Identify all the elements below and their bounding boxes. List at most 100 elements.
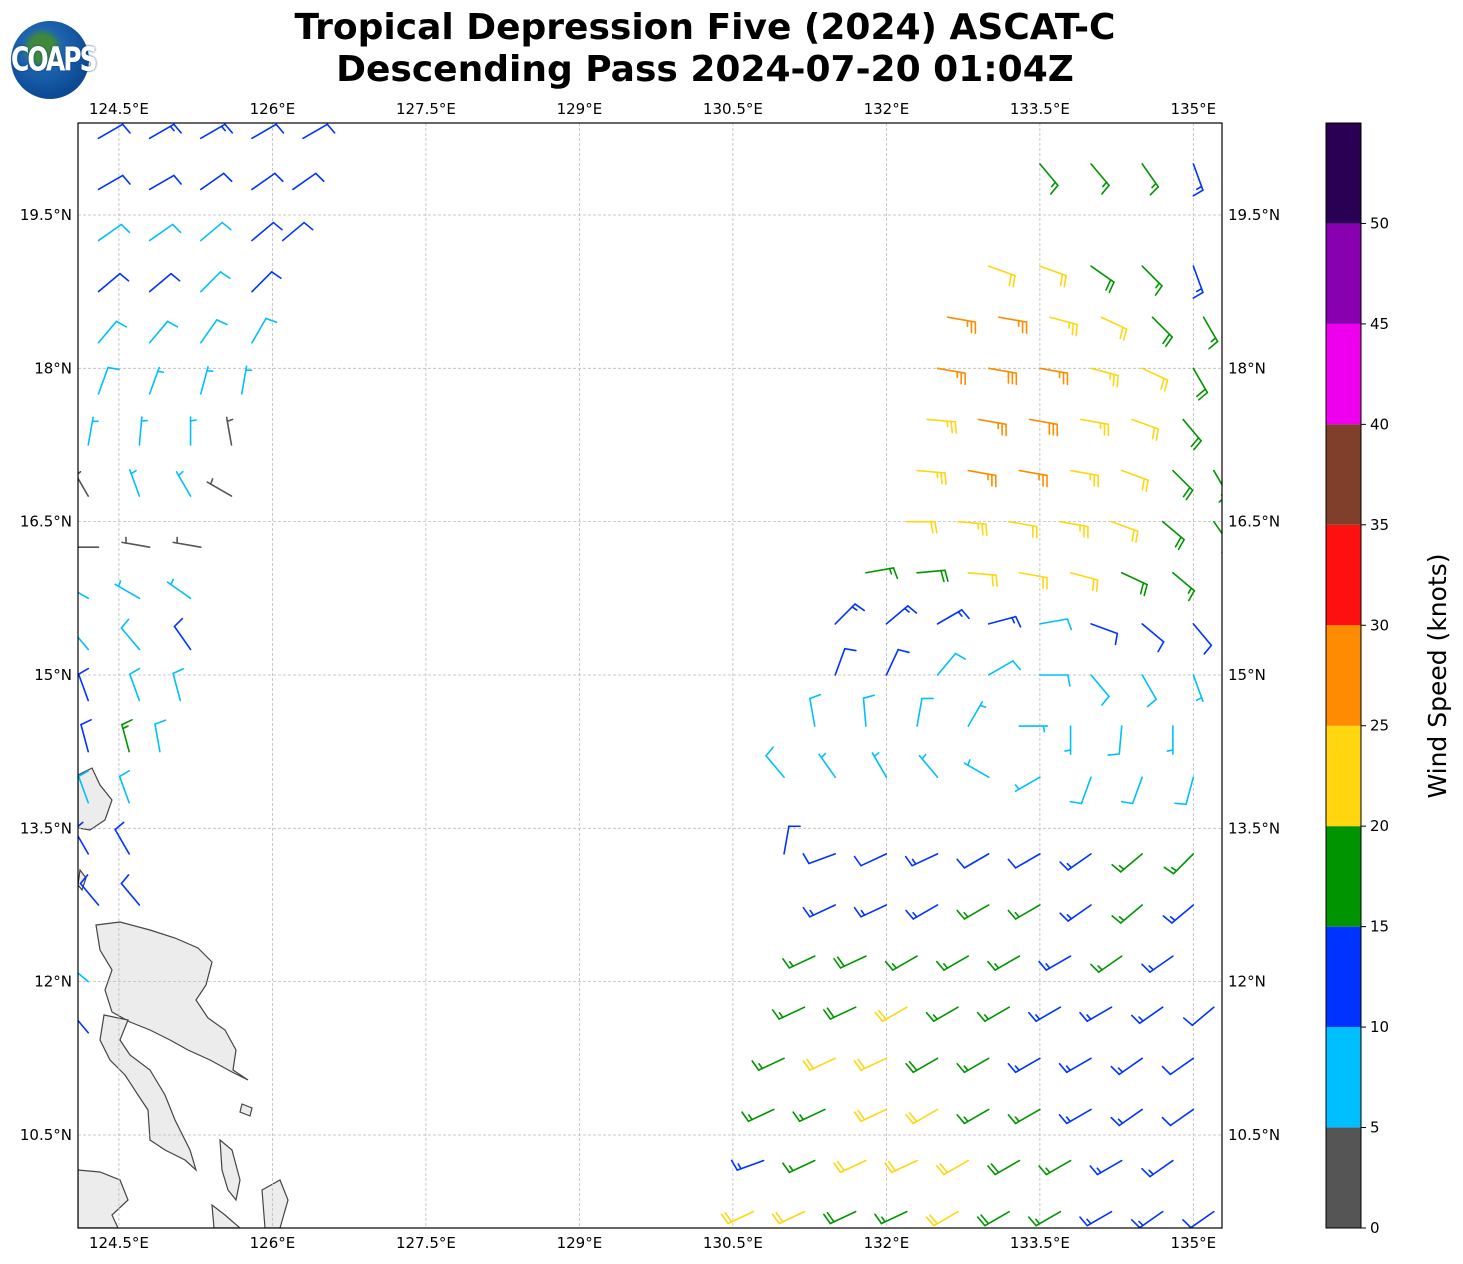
- barb-full-feather: [1155, 428, 1160, 441]
- wind-barb: [853, 1108, 888, 1123]
- wind-barb: [154, 719, 167, 753]
- barb-full-feather: [976, 1011, 986, 1023]
- wind-barb: [87, 416, 99, 446]
- barb-half-feather: [873, 752, 880, 758]
- wind-barb: [730, 1159, 765, 1171]
- barb-shaft: [173, 625, 192, 651]
- wind-barb: [1007, 904, 1041, 920]
- wind-barb: [1090, 623, 1119, 646]
- wind-barb: [1039, 163, 1059, 195]
- wind-barb: [1141, 1159, 1174, 1178]
- barb-full-feather: [78, 667, 90, 676]
- lat-tick-label-right: 12°N: [1228, 973, 1266, 991]
- barb-full-feather: [956, 1062, 966, 1074]
- barb-full-feather: [78, 770, 90, 778]
- wind-barb: [199, 366, 214, 395]
- barb-full-feather: [274, 172, 284, 183]
- barb-full-feather: [121, 174, 131, 185]
- wind-barb: [251, 172, 284, 191]
- wind-barb: [987, 955, 1021, 971]
- wind-barb: [935, 955, 970, 971]
- barb-half-feather: [903, 607, 910, 613]
- barb-shaft: [199, 271, 222, 293]
- colorbar-tick-label: 10: [1370, 1018, 1389, 1036]
- lon-tick-label-top: 129°E: [557, 100, 603, 118]
- wind-barb: [97, 320, 127, 344]
- wind-barb: [823, 1006, 857, 1020]
- wind-barb: [97, 123, 131, 140]
- barb-full-feather: [275, 123, 285, 134]
- wind-barb: [1090, 367, 1119, 388]
- colorbar-tick-label: 45: [1370, 315, 1389, 333]
- lat-tick-label-right: 18°N: [1228, 359, 1266, 377]
- barb-shaft: [1190, 1210, 1215, 1228]
- wind-barb: [1064, 725, 1072, 755]
- barb-full-feather: [1059, 273, 1064, 287]
- wind-barb: [1090, 674, 1110, 706]
- wind-barb: [148, 272, 181, 293]
- barb-shaft: [129, 673, 141, 702]
- wind-barb: [976, 1210, 1010, 1227]
- wind-barb: [1039, 674, 1071, 687]
- lon-tick-label-bottom: 130.5°E: [703, 1234, 763, 1252]
- barb-full-feather: [1145, 479, 1149, 492]
- wind-barb: [967, 469, 997, 488]
- barb-full-feather: [1196, 388, 1207, 398]
- barb-full-feather: [1059, 912, 1069, 922]
- wind-barb: [97, 366, 120, 395]
- wind-barb: [782, 955, 816, 969]
- wind-barb: [987, 367, 1018, 386]
- wind-barb: [1130, 1210, 1164, 1228]
- barb-half-feather: [1014, 1116, 1020, 1123]
- wind-barb: [1018, 571, 1048, 590]
- barb-full-feather: [934, 520, 938, 534]
- barb-full-feather: [303, 221, 314, 231]
- barb-half-feather: [1195, 287, 1203, 293]
- barb-full-feather: [1120, 800, 1134, 805]
- barb-shaft: [302, 123, 329, 140]
- wind-barb: [936, 652, 967, 676]
- wind-barb: [166, 578, 192, 600]
- barb-full-feather: [987, 960, 996, 971]
- barb-full-feather: [1101, 184, 1110, 195]
- barb-shaft: [251, 271, 273, 293]
- lat-tick-label-right: 15°N: [1228, 666, 1266, 684]
- barb-half-feather: [130, 469, 137, 475]
- barb-full-feather: [1146, 698, 1157, 708]
- barb-half-feather: [67, 581, 69, 586]
- wind-barb: [199, 319, 228, 344]
- wind-barb: [1069, 469, 1099, 488]
- barb-full-feather: [944, 569, 949, 582]
- wind-barb: [1192, 674, 1204, 703]
- wind-barb: [67, 581, 90, 600]
- barb-full-feather: [925, 1216, 935, 1227]
- barb-shaft: [1169, 1108, 1195, 1127]
- wind-barb: [97, 223, 131, 242]
- barb-shaft: [80, 723, 90, 753]
- barb-half-feather: [860, 909, 866, 916]
- barb-full-feather: [985, 523, 988, 537]
- barb-half-feather: [117, 580, 122, 588]
- barb-half-feather: [1042, 725, 1046, 733]
- barb-half-feather: [963, 911, 969, 918]
- barb-full-feather: [1069, 800, 1083, 805]
- barb-shaft: [281, 221, 305, 242]
- barb-full-feather: [1218, 498, 1222, 503]
- barb-shaft: [1141, 674, 1157, 701]
- colorbar-bin: [1326, 1027, 1361, 1128]
- colorbar-bin: [1326, 1127, 1361, 1228]
- barb-full-feather: [120, 618, 130, 629]
- barb-full-feather: [782, 958, 791, 969]
- wind-barb: [751, 1057, 785, 1071]
- wind-barb: [998, 316, 1028, 335]
- wind-barb: [884, 955, 918, 971]
- colorbar-tick-label: 15: [1370, 918, 1389, 936]
- barb-full-feather: [107, 366, 120, 371]
- barb-full-feather: [1130, 1014, 1141, 1025]
- wind-barb: [1182, 1210, 1215, 1228]
- wind-barb: [771, 1210, 806, 1225]
- wind-barb: [809, 693, 822, 727]
- barb-full-feather: [1174, 802, 1187, 806]
- colorbar: 0 5 10 15 20 25 30 35 40 45 50: [1325, 122, 1389, 1237]
- barb-full-feather: [1192, 291, 1204, 299]
